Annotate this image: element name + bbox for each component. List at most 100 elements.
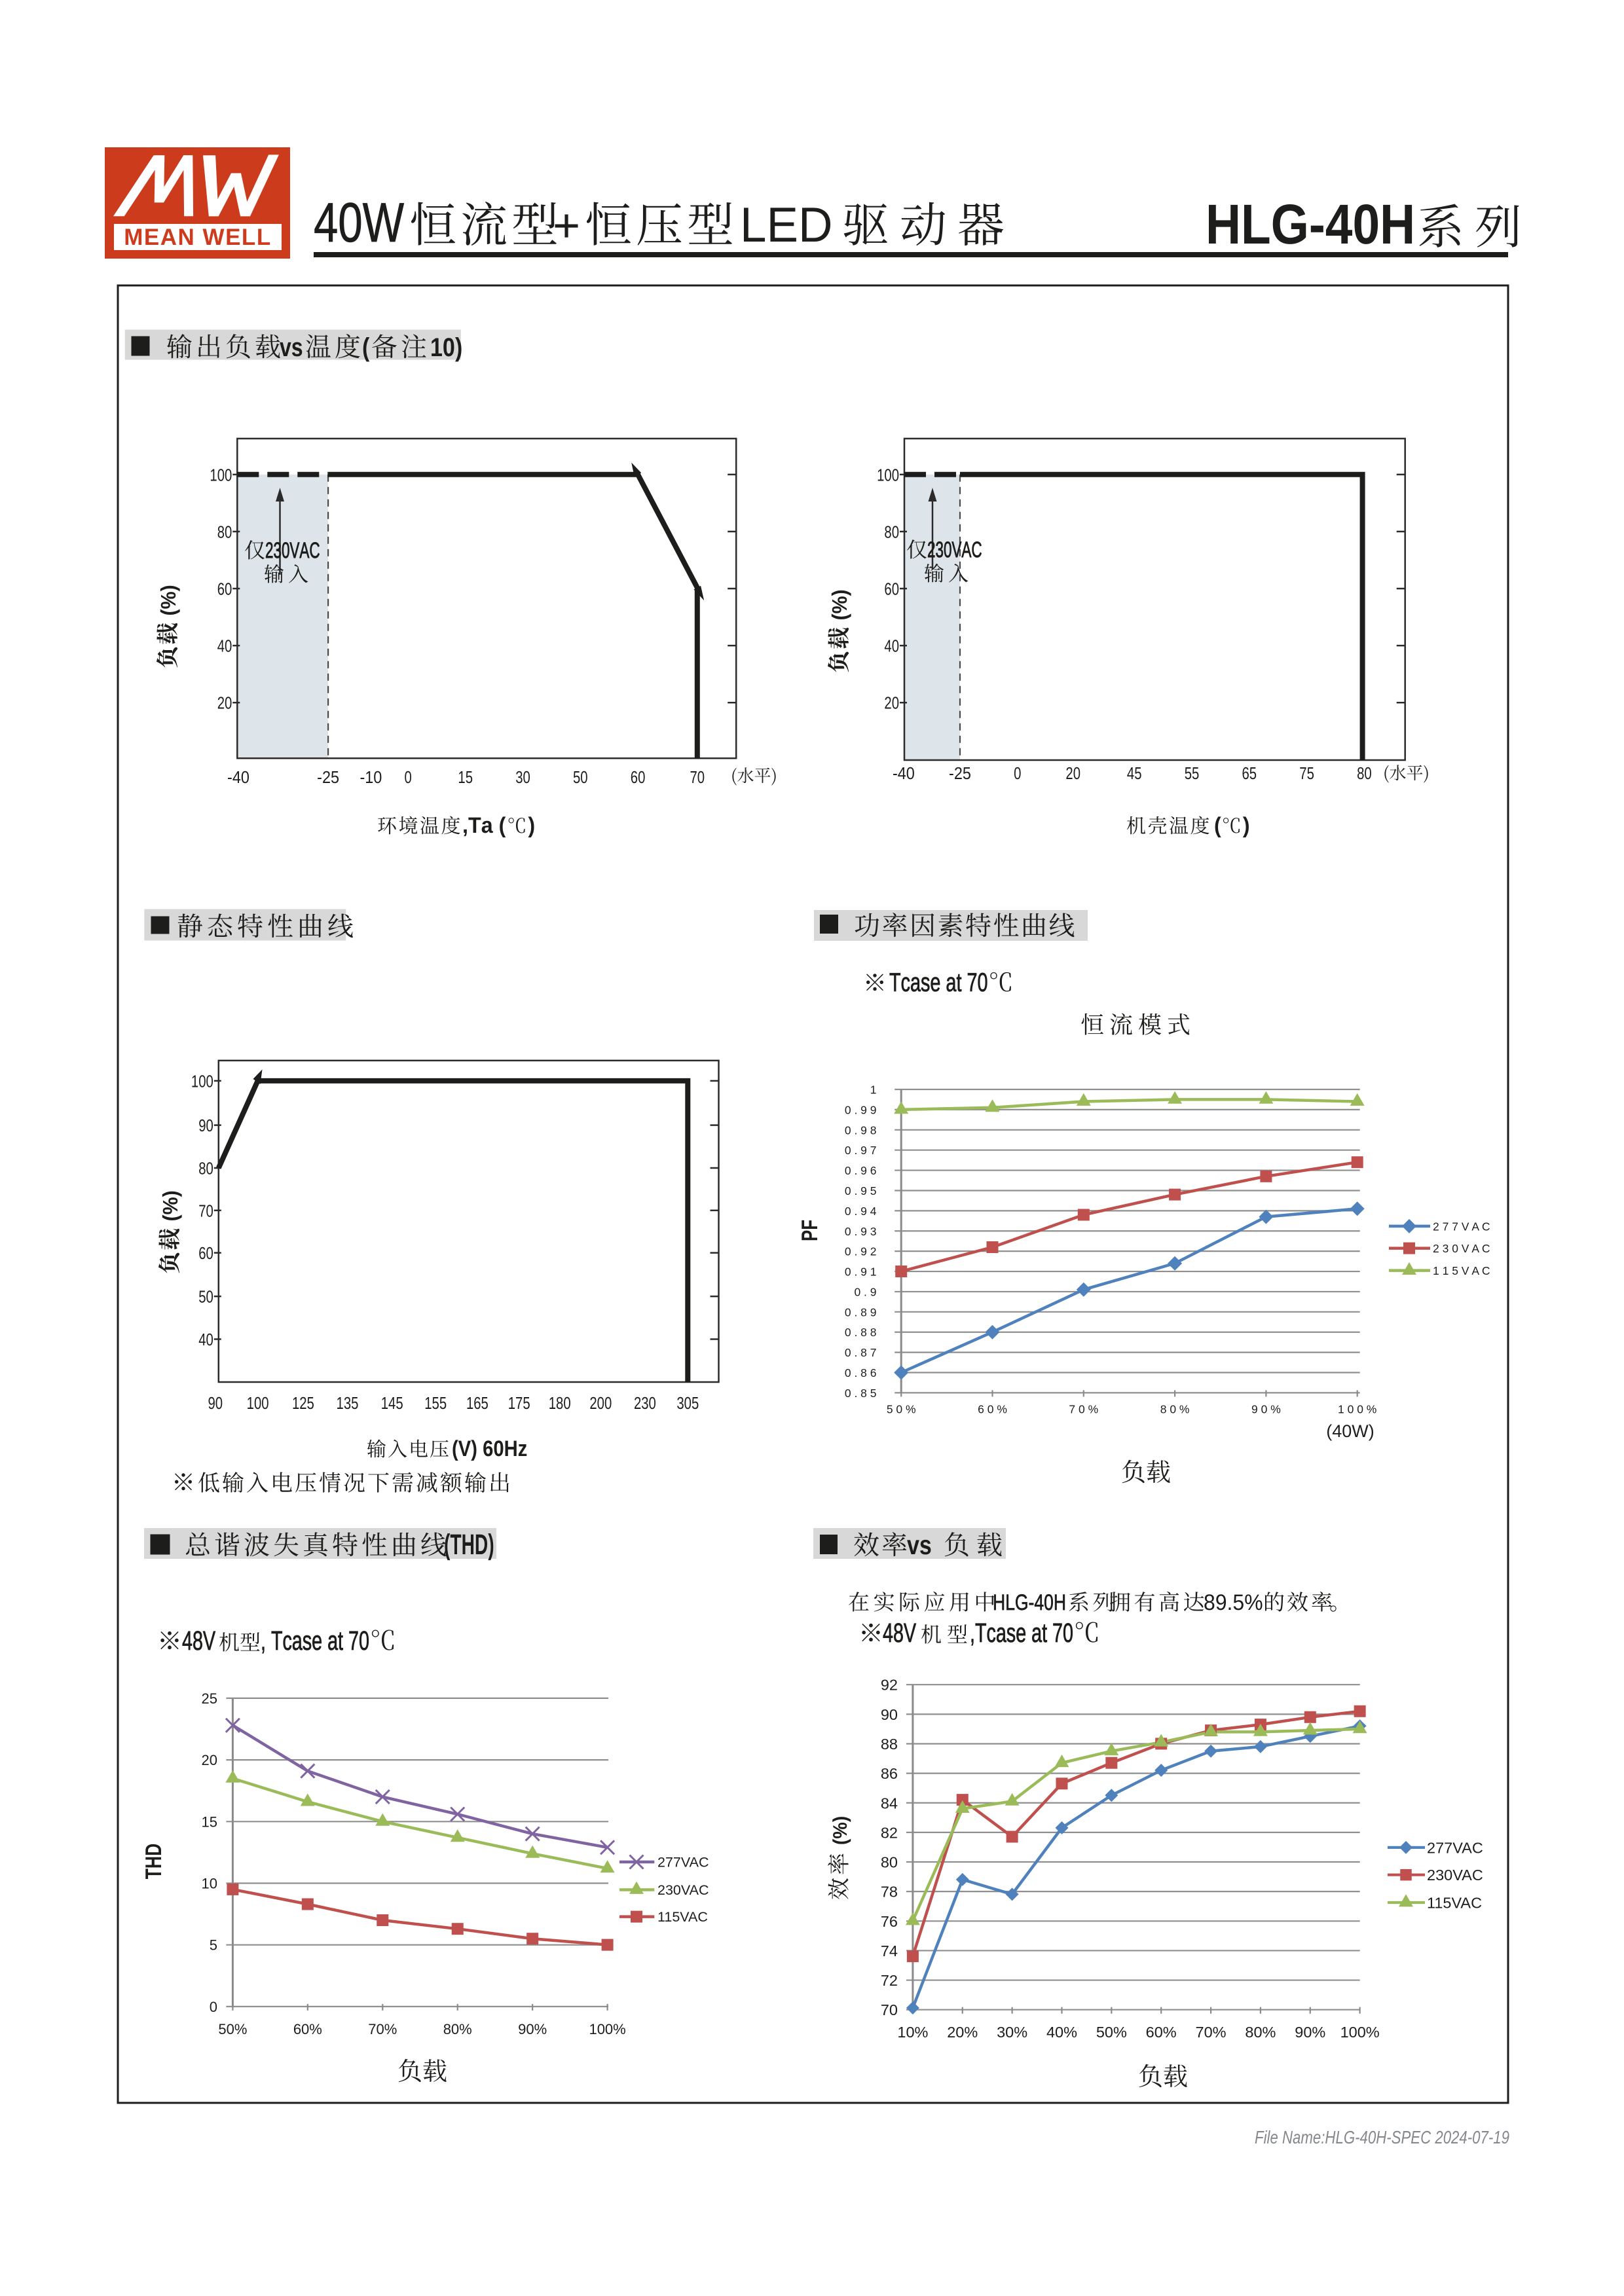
svg-text:-40: -40 [227,767,249,787]
svg-text:-40: -40 [893,763,915,783]
svg-text:1: 1 [870,1084,877,1097]
svg-text:5: 5 [210,1937,217,1954]
svg-text:100: 100 [191,1071,213,1091]
svg-text:90%: 90% [1295,2024,1325,2041]
svg-text:75: 75 [1299,763,1314,783]
svg-text:-25: -25 [949,763,971,783]
svg-text:0 . 8 7: 0 . 8 7 [845,1346,877,1359]
svg-text:60: 60 [217,579,232,599]
svg-text:70: 70 [690,767,705,787]
svg-text:7 0 %: 7 0 % [1069,1403,1098,1416]
svg-text:1 1 5 V A C: 1 1 5 V A C [1433,1264,1490,1277]
svg-text:40: 40 [217,636,232,656]
svg-text:125: 125 [292,1393,314,1413]
svg-text:100%: 100% [1340,2024,1380,2041]
svg-text:50%: 50% [218,2021,247,2037]
svg-text:0 . 9 3: 0 . 9 3 [845,1225,877,1238]
svg-text:84: 84 [881,1795,898,1812]
svg-text:115VAC: 115VAC [1427,1895,1482,1912]
svg-text:5 0 %: 5 0 % [887,1403,916,1416]
svg-text:20: 20 [217,693,232,713]
svg-text:20%: 20% [947,2024,978,2041]
svg-text:40%: 40% [1046,2024,1077,2041]
svg-text:277VAC: 277VAC [1427,1839,1483,1856]
svg-text:0 . 9 7: 0 . 9 7 [845,1144,877,1157]
svg-text:80%: 80% [443,2021,472,2037]
svg-text:9 0 %: 9 0 % [1251,1403,1281,1416]
svg-text:165: 165 [466,1393,489,1413]
svg-text:230VAC: 230VAC [657,1882,709,1898]
svg-text:175: 175 [508,1393,530,1413]
svg-text:80%: 80% [1245,2024,1276,2041]
svg-text:40: 40 [884,636,899,656]
svg-text:90: 90 [881,1706,898,1723]
svg-text:60%: 60% [1146,2024,1177,2041]
svg-text:135: 135 [337,1393,359,1413]
svg-text:20: 20 [1065,763,1080,783]
svg-text:50%: 50% [1096,2024,1127,2041]
svg-text:30%: 30% [997,2024,1027,2041]
svg-text:70%: 70% [368,2021,397,2037]
svg-text:(40W): (40W) [1326,1421,1375,1441]
svg-text:305: 305 [676,1393,699,1413]
svg-text:0 . 9 4: 0 . 9 4 [845,1205,877,1218]
svg-text:8 0 %: 8 0 % [1160,1403,1190,1416]
svg-text:15: 15 [458,767,473,787]
svg-text:100%: 100% [589,2021,625,2037]
svg-text:88: 88 [881,1736,898,1753]
svg-text:0 . 9 9: 0 . 9 9 [845,1103,877,1116]
svg-text:65: 65 [1242,763,1257,783]
svg-text:15: 15 [202,1813,217,1830]
svg-text:0 . 8 6: 0 . 8 6 [845,1366,877,1379]
svg-text:0 . 8 9: 0 . 8 9 [845,1305,877,1319]
svg-text:2 7 7 V A C: 2 7 7 V A C [1433,1220,1490,1233]
svg-text:145: 145 [381,1393,403,1413]
svg-text:72: 72 [881,1972,898,1989]
svg-text:0 . 9: 0 . 9 [854,1285,876,1298]
svg-text:92: 92 [881,1677,898,1694]
svg-text:60: 60 [631,767,646,787]
svg-text:277VAC: 277VAC [657,1855,709,1870]
svg-text:0 . 9 8: 0 . 9 8 [845,1123,877,1137]
svg-text:90: 90 [198,1116,213,1135]
svg-text:82: 82 [881,1824,898,1841]
svg-text:230VAC: 230VAC [1427,1867,1483,1884]
svg-text:30: 30 [515,767,530,787]
svg-text:100: 100 [247,1393,269,1413]
svg-text:0 . 9 2: 0 . 9 2 [845,1245,877,1258]
svg-text:200: 200 [589,1393,612,1413]
svg-text:10%: 10% [897,2024,928,2041]
svg-text:90%: 90% [518,2021,547,2037]
svg-text:0 . 9 6: 0 . 9 6 [845,1164,877,1177]
svg-text:230: 230 [634,1393,656,1413]
svg-text:80: 80 [198,1159,213,1178]
svg-text:25: 25 [202,1690,217,1707]
svg-text:60: 60 [884,579,899,599]
svg-text:0: 0 [210,1999,217,2015]
svg-text:50: 50 [198,1287,213,1307]
svg-text:115VAC: 115VAC [657,1909,708,1925]
svg-text:File Name:HLG-40H-SPEC 2024-07: File Name:HLG-40H-SPEC 2024-07-19 [1255,2127,1509,2147]
svg-text:74: 74 [881,1942,898,1959]
svg-text:0 . 8 8: 0 . 8 8 [845,1326,877,1339]
svg-text:76: 76 [881,1913,898,1930]
svg-text:0 . 9 5: 0 . 9 5 [845,1184,877,1197]
svg-text:MEAN WELL: MEAN WELL [124,225,271,250]
svg-text:90: 90 [208,1393,223,1413]
svg-text:1 0 0 %: 1 0 0 % [1338,1403,1376,1416]
svg-text:6 0 %: 6 0 % [978,1403,1007,1416]
svg-text:70: 70 [198,1201,213,1220]
svg-text:155: 155 [424,1393,447,1413]
svg-text:70: 70 [881,2001,898,2018]
svg-text:80: 80 [217,522,232,541]
svg-text:70%: 70% [1196,2024,1227,2041]
svg-text:-10: -10 [360,767,382,787]
svg-text:100: 100 [877,465,899,484]
svg-text:0 . 9 1: 0 . 9 1 [845,1266,877,1279]
svg-text:40: 40 [198,1330,213,1349]
svg-text:100: 100 [210,465,232,484]
svg-text:60%: 60% [293,2021,322,2037]
svg-text:0: 0 [404,767,411,787]
svg-text:0: 0 [1014,763,1021,783]
svg-text:-25: -25 [317,767,339,787]
